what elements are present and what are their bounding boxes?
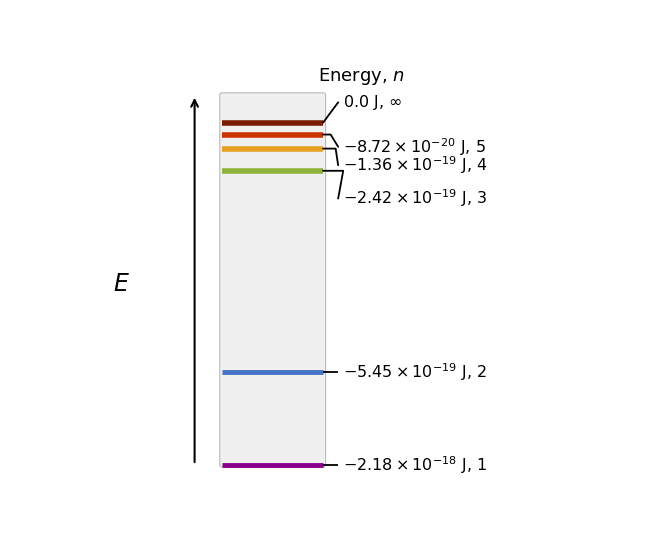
Text: $E$: $E$ <box>113 272 130 296</box>
Text: $-5.45 \times 10^{-19}$ J, 2: $-5.45 \times 10^{-19}$ J, 2 <box>343 361 487 383</box>
Text: $-2.42 \times 10^{-19}$ J, 3: $-2.42 \times 10^{-19}$ J, 3 <box>343 188 488 209</box>
Text: $-1.36 \times 10^{-19}$ J, 4: $-1.36 \times 10^{-19}$ J, 4 <box>343 155 488 176</box>
Text: $0.0$ J, $\infty$: $0.0$ J, $\infty$ <box>343 93 402 112</box>
FancyBboxPatch shape <box>220 93 326 467</box>
Text: $-8.72 \times 10^{-20}$ J, 5: $-8.72 \times 10^{-20}$ J, 5 <box>343 136 486 158</box>
Text: Energy, $n$: Energy, $n$ <box>318 66 405 87</box>
Text: $-2.18 \times 10^{-18}$ J, 1: $-2.18 \times 10^{-18}$ J, 1 <box>343 454 488 476</box>
